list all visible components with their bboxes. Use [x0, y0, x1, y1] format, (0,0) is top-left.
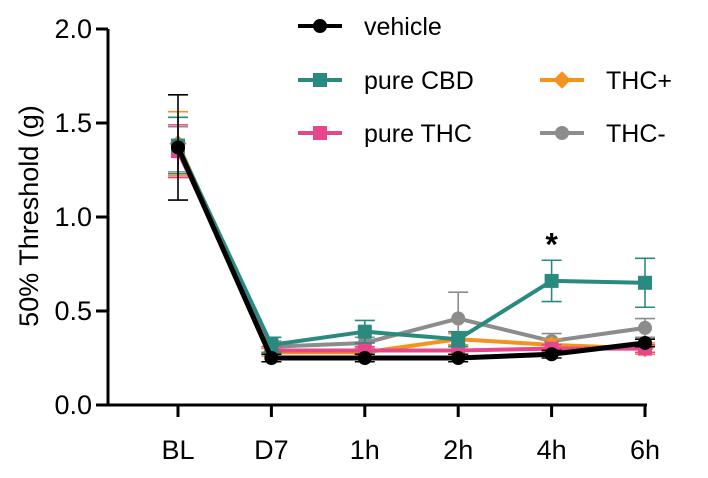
- legend-label: pure CBD: [364, 67, 474, 95]
- data-point: [171, 140, 185, 155]
- y-tick-label: 1.5: [54, 108, 92, 138]
- legend-item-pure-thc: pure THC: [298, 120, 472, 148]
- legend-item-vehicle: vehicle: [298, 13, 442, 41]
- legend-marker: [313, 73, 327, 87]
- data-point: [638, 275, 652, 290]
- legend-marker: [313, 126, 327, 140]
- series-thc-: [168, 125, 655, 354]
- legend-label: THC+: [606, 67, 672, 95]
- legend-item-thc-: THC-: [540, 120, 666, 148]
- axes: 0.0 0.5 1.0 1.5 2.0 BL D7 1h 2h 4h 6h: [54, 14, 660, 465]
- x-tick-label: BL: [161, 435, 194, 465]
- data-point: [544, 273, 559, 288]
- y-tick-label: 1.0: [54, 202, 92, 232]
- data-point: [544, 347, 559, 362]
- series-pure-cbd: [168, 116, 655, 354]
- legend-item-thc-: THC+: [540, 67, 672, 95]
- series-vehicle: [168, 94, 655, 365]
- data-point: [638, 320, 652, 335]
- data-point: [451, 351, 466, 365]
- legend-marker: [313, 19, 327, 33]
- x-tick-label: 6h: [630, 435, 660, 465]
- legend-label: THC-: [606, 120, 666, 148]
- series-thc-: [168, 110, 655, 362]
- y-axis-label: 50% Threshold (g): [14, 105, 44, 327]
- data-point: [357, 324, 372, 339]
- data-point: [451, 311, 466, 326]
- x-tick-label: 1h: [350, 435, 380, 465]
- series-line: [176, 142, 646, 355]
- data-point: [451, 332, 466, 347]
- x-tick-label: 4h: [537, 435, 567, 465]
- significance-marker: *: [545, 226, 558, 262]
- legend-label: pure THC: [364, 120, 472, 148]
- series-pure-thc: [168, 124, 655, 358]
- x-tick-label: 2h: [443, 435, 473, 465]
- data-point: [638, 335, 652, 350]
- series-line: [175, 146, 646, 361]
- data-point: [264, 351, 279, 365]
- series-line: [176, 144, 646, 347]
- legend-marker: [553, 71, 571, 89]
- series-line: [176, 148, 646, 349]
- legend-label: vehicle: [364, 13, 442, 41]
- plot-area: *: [168, 94, 655, 365]
- data-point: [357, 351, 372, 365]
- x-tick-label: D7: [254, 435, 289, 465]
- y-tick-label: 0.0: [54, 390, 92, 420]
- legend: vehicle pure CBD pure THC THC+ THC-: [298, 13, 672, 148]
- series-line: [176, 150, 645, 353]
- legend-marker: [555, 126, 569, 140]
- y-tick-label: 0.5: [54, 296, 92, 326]
- y-tick-label: 2.0: [54, 14, 92, 44]
- legend-item-pure-cbd: pure CBD: [298, 67, 474, 95]
